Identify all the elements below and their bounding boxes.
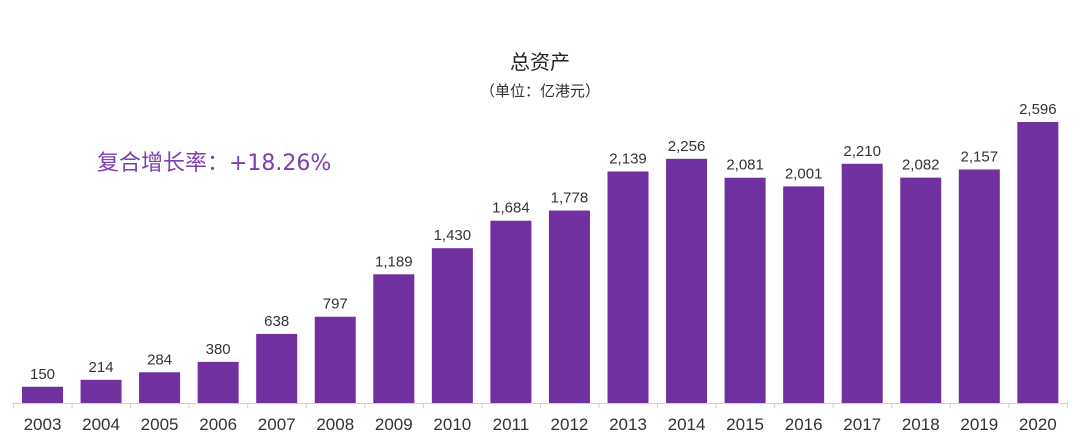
x-tick-label: 2015 [726,415,764,434]
x-tick-label: 2018 [902,415,940,434]
data-label: 1,684 [492,200,530,217]
bar-2005 [139,372,181,403]
data-label: 1,778 [551,190,589,207]
data-label: 1,189 [375,253,413,270]
bar-2010 [431,248,473,403]
x-tick-label: 2004 [82,415,120,434]
data-label: 2,157 [961,149,999,166]
bar-2019 [958,169,1000,403]
data-label: 150 [30,366,55,383]
data-label: 2,210 [843,143,881,160]
bar-2004 [80,379,122,403]
x-tick-label: 2020 [1019,415,1057,434]
bar-2017 [841,163,883,403]
bar-2006 [197,361,239,403]
data-label: 284 [147,351,172,368]
x-tick-label: 2019 [960,415,998,434]
data-label: 380 [206,341,231,358]
x-tick-label: 2006 [199,415,237,434]
bar-2018 [900,177,942,403]
x-tick-label: 2010 [433,415,471,434]
x-tick-label: 2007 [258,415,296,434]
data-label: 2,001 [785,165,823,182]
bar-2012 [548,210,590,403]
data-label: 638 [264,313,289,330]
x-tick-label: 2011 [493,415,530,434]
x-tick-label: 2005 [141,415,179,434]
x-tick-label: 2017 [843,415,881,434]
x-tick-label: 2013 [609,415,647,434]
x-tick-label: 2003 [24,415,62,434]
x-tick-label: 2014 [668,415,706,434]
bar-2009 [373,274,415,403]
x-tick-label: 2008 [316,415,354,434]
x-tick-label: 2016 [785,415,823,434]
bar-2008 [314,316,356,403]
chart-title: 总资产 [510,50,570,74]
data-label: 2,082 [902,157,940,174]
x-tick-label: 2009 [375,415,413,434]
data-label: 2,596 [1019,101,1057,118]
data-label: 1,430 [434,227,472,244]
bar-2007 [256,333,298,403]
data-label: 214 [89,359,114,376]
bar-2011 [490,220,532,403]
bar-2014 [666,158,708,403]
data-label: 2,256 [668,138,706,155]
data-label: 2,081 [726,157,764,174]
data-label: 2,139 [609,150,647,167]
bar-2020 [1017,122,1059,403]
bar-2003 [22,386,63,403]
bar-2015 [724,177,766,403]
chart-subtitle: （单位：亿港元） [479,82,600,100]
data-label: 797 [323,296,348,313]
x-tick-label: 2012 [551,415,589,434]
cagr-annotation: 复合增长率：+18.26% [97,151,332,176]
bar-2016 [783,186,825,403]
bar-2013 [607,171,649,403]
